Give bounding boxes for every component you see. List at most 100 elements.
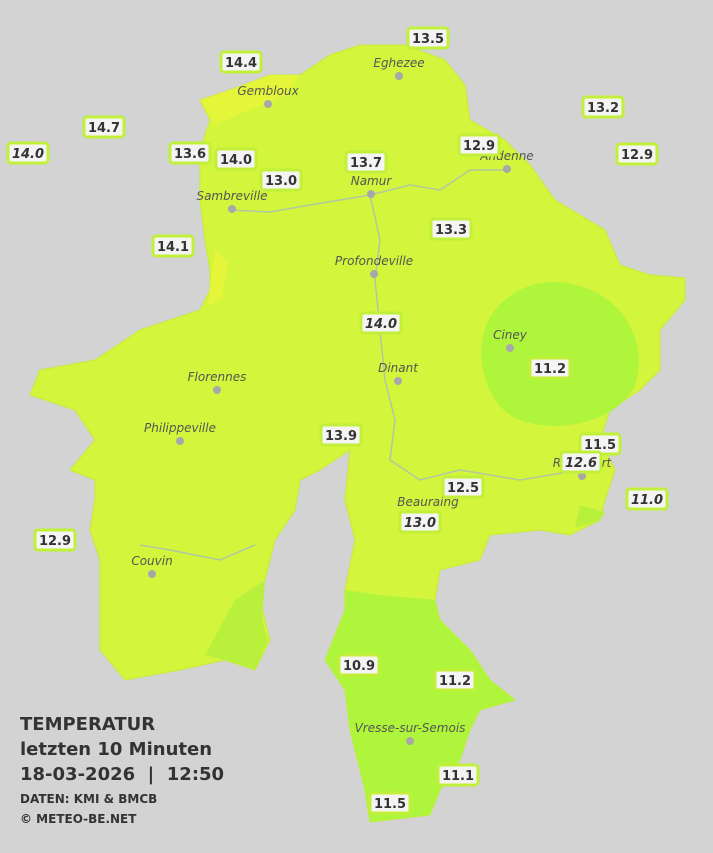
station-box — [337, 653, 381, 677]
station: 11.5 — [368, 791, 412, 815]
town-label: Profondeville — [335, 254, 413, 268]
station-box — [581, 95, 625, 119]
town-dot — [406, 737, 414, 745]
station: 13.3 — [429, 217, 473, 241]
station: 11.2 — [528, 356, 572, 380]
station: 13.5 — [406, 26, 450, 50]
station-box — [441, 475, 485, 499]
station-value: 14.4 — [225, 56, 257, 71]
town-label: Vresse-sur-Semois — [355, 721, 466, 735]
town-dot — [228, 205, 236, 213]
station-value: 12.9 — [621, 148, 653, 163]
station-box — [33, 528, 77, 552]
town-dot — [370, 270, 378, 278]
station: 13.2 — [581, 95, 625, 119]
legend-subtitle: letzten 10 Minuten — [20, 739, 212, 760]
station-value: 11.2 — [534, 362, 566, 377]
station: 13.0 — [259, 168, 303, 192]
town-label: Philippeville — [144, 421, 216, 435]
station-box — [344, 150, 388, 174]
station: 12.6 — [559, 450, 603, 474]
town-label: Couvin — [131, 554, 172, 568]
town-dot — [176, 437, 184, 445]
station: 10.9 — [337, 653, 381, 677]
station-value: 11.5 — [374, 797, 406, 812]
station: 14.1 — [151, 234, 195, 258]
station-value: 14.0 — [12, 147, 44, 162]
station-value: 11.0 — [631, 493, 663, 508]
station: 11.5 — [578, 432, 622, 456]
station-box — [429, 217, 473, 241]
town-dot — [394, 377, 402, 385]
station: 13.7 — [344, 150, 388, 174]
cool-zone — [481, 282, 639, 426]
station-value: 13.0 — [404, 516, 436, 531]
town-dot — [148, 570, 156, 578]
station-value: 13.2 — [587, 101, 619, 116]
station-box — [259, 168, 303, 192]
station-value: 13.3 — [435, 223, 467, 238]
station-box — [625, 487, 669, 511]
town-label: Sambreville — [196, 189, 267, 203]
town-label: Eghezee — [373, 56, 424, 70]
station-value: 11.5 — [584, 438, 616, 453]
station: 13.0 — [398, 510, 442, 534]
legend-source: DATEN: KMI & BMCB — [20, 792, 157, 806]
town-label: Beauraing — [397, 495, 459, 509]
station-box — [151, 234, 195, 258]
station-box — [6, 141, 50, 165]
station: 11.2 — [433, 668, 477, 692]
station-box — [368, 791, 412, 815]
station-value: 13.5 — [412, 32, 444, 47]
station-box — [433, 668, 477, 692]
station: 14.0 — [359, 311, 403, 335]
station: 14.0 — [214, 147, 258, 171]
warm-zone — [200, 75, 300, 305]
station-value: 11.1 — [442, 769, 474, 784]
station-value: 12.6 — [565, 456, 597, 471]
station-value: 11.2 — [439, 674, 471, 689]
legend-title: TEMPERATUR — [20, 714, 155, 735]
town-dot — [578, 472, 586, 480]
station-box — [615, 142, 659, 166]
station: 13.6 — [168, 141, 212, 165]
station-value: 14.7 — [88, 121, 120, 136]
station-value: 13.9 — [325, 429, 357, 444]
town-dot — [395, 72, 403, 80]
station-box — [436, 763, 480, 787]
station: 11.1 — [436, 763, 480, 787]
town-dot — [264, 100, 272, 108]
station-box — [406, 26, 450, 50]
station-value: 13.0 — [265, 174, 297, 189]
town-label: Namur — [351, 174, 393, 188]
station-box — [528, 356, 572, 380]
station-value: 10.9 — [343, 659, 375, 674]
station: 14.7 — [82, 115, 126, 139]
station-box — [82, 115, 126, 139]
station-value: 13.6 — [174, 147, 206, 162]
river — [139, 169, 581, 561]
town-label: Ciney — [493, 328, 528, 342]
town-label: Dinant — [378, 361, 419, 375]
legend: TEMPERATUR letzten 10 Minuten 18-03-2026… — [20, 714, 224, 826]
legend-copyright: © METEO-BE.NET — [20, 812, 137, 826]
station: 13.9 — [319, 423, 363, 447]
station: 12.5 — [441, 475, 485, 499]
station-box — [168, 141, 212, 165]
station-box — [359, 311, 403, 335]
station-box — [457, 133, 501, 157]
cool-zone — [325, 590, 515, 822]
station-box — [319, 423, 363, 447]
station-value: 12.9 — [39, 534, 71, 549]
station-box — [219, 50, 263, 74]
station-box — [398, 510, 442, 534]
legend-datetime: 18-03-2026 | 12:50 — [20, 764, 224, 785]
station: 12.9 — [33, 528, 77, 552]
station-value: 13.7 — [350, 156, 382, 171]
town-dot — [367, 190, 375, 198]
station-box — [214, 147, 258, 171]
town-dot — [213, 386, 221, 394]
station: 11.0 — [625, 487, 669, 511]
station-value: 12.5 — [447, 481, 479, 496]
